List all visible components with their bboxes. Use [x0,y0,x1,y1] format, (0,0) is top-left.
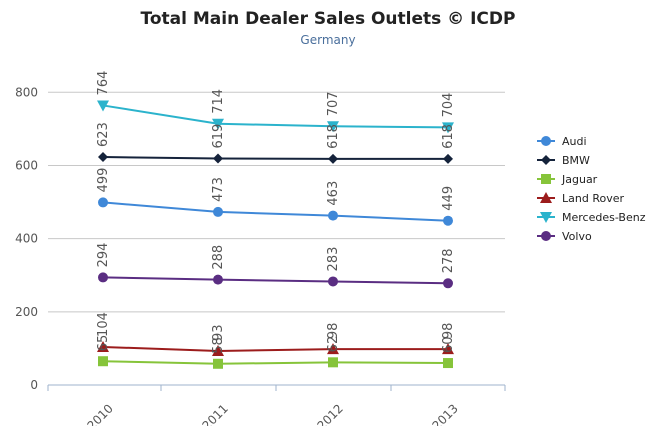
data-label-volvo: 294 [96,243,111,268]
legend-marker-mercedes-benz [540,212,552,223]
gridlines [48,91,505,313]
legend-item-audi: Audi [562,135,587,148]
data-label-volvo: 278 [441,248,456,273]
data-point-mercedes-benz [212,118,224,130]
data-label-land-rover: 93 [211,324,226,341]
legend-marker-jaguar [541,174,551,184]
y-tick-label: 200 [15,305,38,319]
data-point-bmw [328,153,338,164]
data-point-mercedes-benz [327,121,339,133]
y-tick-label: 0 [30,378,38,392]
series-group [97,100,454,369]
x-tick-label: 2012 [314,401,345,426]
data-point-audi [443,215,453,226]
data-label-land-rover: 104 [96,312,111,337]
data-label-bmw: 619 [211,124,226,149]
data-label-volvo: 288 [211,245,226,270]
legend-marker-audi [541,136,551,146]
x-tick-label: 2013 [429,401,460,426]
chart-title: Total Main Dealer Sales Outlets © ICDP [141,9,516,29]
data-point-land-rover [442,343,454,355]
legend-item-mercedes-benz: Mercedes-Benz [562,211,646,224]
series-line-audi [102,201,449,222]
data-label-audi: 473 [211,177,226,202]
data-point-audi [213,206,223,217]
data-label-mercedes-benz: 764 [96,71,111,96]
legend-item-jaguar: Jaguar [561,173,598,186]
legend-item-volvo: Volvo [562,230,592,243]
data-label-land-rover: 98 [326,323,341,340]
data-label-audi: 449 [441,186,456,211]
series-line-mercedes-benz [102,104,449,129]
data-label-volvo: 283 [326,247,341,272]
legend-marker-land-rover [540,192,552,203]
chart-subtitle: Germany [300,33,355,47]
x-tick-label: 2010 [84,401,115,426]
data-label-audi: 463 [326,181,341,206]
data-label-bmw: 618 [326,124,341,149]
y-tick-label: 400 [15,232,38,246]
x-tick-label: 2011 [199,401,230,426]
data-label-jaguar: 58 [211,337,226,354]
y-tick-label: 600 [15,158,38,172]
data-point-mercedes-benz [97,100,109,112]
data-label-jaguar: 65 [96,335,111,352]
data-point-jaguar [98,356,108,367]
data-point-mercedes-benz [442,122,454,134]
data-labels: 499 473 463 449 623 619 618 618 65 58 62 60 104 93 98 9… [96,71,456,354]
y-axis: 0 200 400 600 800 [15,85,38,392]
data-point-land-rover [97,340,109,352]
data-label-jaguar: 62 [326,336,341,353]
data-point-volvo [213,274,223,285]
data-point-bmw [443,153,453,164]
data-point-volvo [98,272,108,283]
data-point-bmw [213,153,223,164]
data-point-audi [98,197,108,208]
data-label-land-rover: 98 [441,323,456,340]
data-label-mercedes-benz: 707 [326,91,341,116]
data-label-mercedes-benz: 704 [441,93,456,118]
legend-item-land-rover: Land Rover [562,192,624,205]
x-axis: 2010 2011 2012 2013 [47,384,506,426]
data-point-volvo [443,278,453,289]
data-point-jaguar [328,357,338,368]
data-label-jaguar: 60 [441,336,456,353]
series-line-bmw [102,156,448,160]
data-point-bmw [98,152,108,163]
legend-item-bmw: BMW [562,154,590,167]
data-point-audi [328,210,338,221]
data-point-jaguar [443,358,453,369]
series-line-land-rover [102,345,448,352]
series-line-jaguar [102,360,449,365]
data-point-land-rover [212,344,224,356]
legend: Audi BMW Jaguar Land Rover Mercedes-Benz Volv… [537,135,646,243]
data-point-volvo [328,276,338,287]
data-point-land-rover [327,343,339,355]
data-label-mercedes-benz: 714 [211,89,226,114]
legend-marker-volvo [541,231,551,241]
y-tick-label: 800 [15,85,38,99]
series-line-volvo [102,276,449,285]
data-label-bmw: 623 [96,122,111,147]
data-label-bmw: 618 [441,124,456,149]
data-point-jaguar [213,358,223,369]
data-label-audi: 499 [96,168,111,193]
legend-marker-bmw [541,155,551,165]
